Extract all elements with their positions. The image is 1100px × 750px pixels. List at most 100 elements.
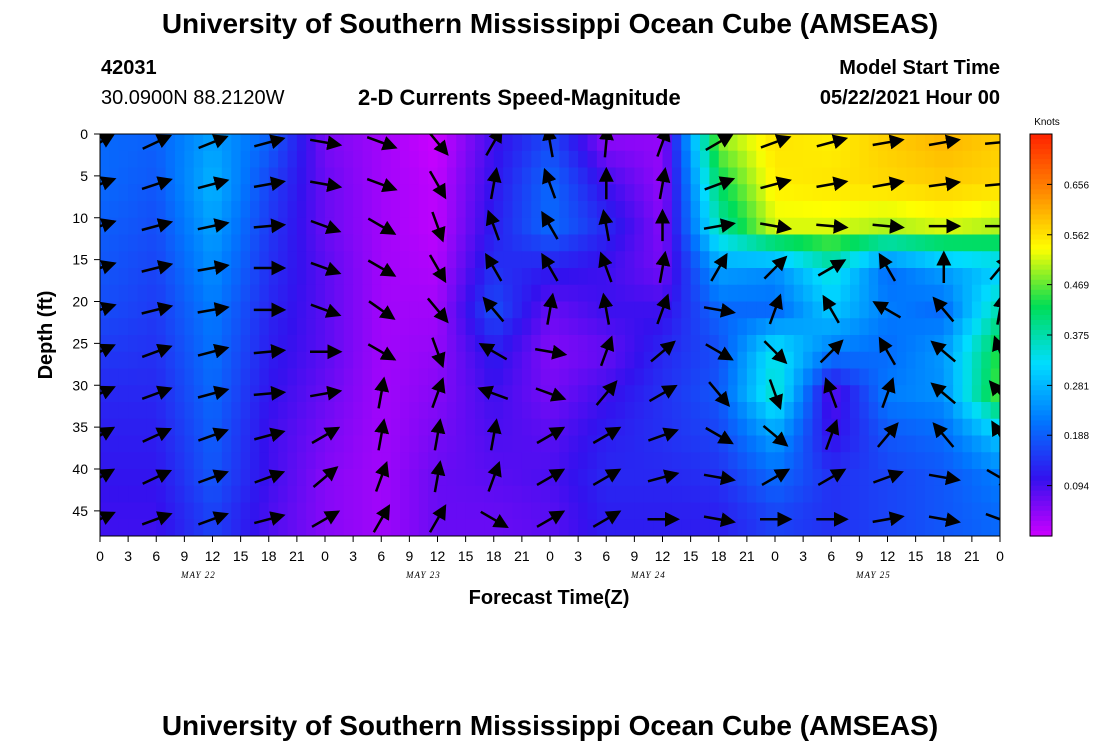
- heatmap-cell: [587, 502, 598, 520]
- heatmap-cell: [662, 519, 673, 536]
- heatmap-cell: [362, 502, 373, 520]
- heatmap-cell: [971, 284, 982, 303]
- heatmap-cell: [409, 452, 420, 470]
- heatmap-cell: [653, 418, 664, 437]
- heatmap-cell: [568, 435, 579, 453]
- heatmap-cell: [400, 150, 410, 169]
- colorbar-segment: [1030, 319, 1052, 326]
- heatmap-cell: [746, 268, 757, 286]
- heatmap-cell: [259, 318, 270, 336]
- heatmap-cell: [428, 368, 439, 386]
- heatmap-cell: [934, 318, 945, 336]
- heatmap-cell: [606, 402, 617, 420]
- heatmap-cell: [653, 351, 664, 370]
- colorbar-segment: [1030, 274, 1052, 281]
- heatmap-cell: [568, 234, 579, 252]
- heatmap-cell: [643, 268, 654, 286]
- heatmap-cell: [765, 301, 776, 319]
- heatmap-cell: [971, 301, 982, 319]
- heatmap-cell: [756, 519, 767, 536]
- heatmap-cell: [634, 452, 645, 470]
- heatmap-cell: [456, 301, 467, 319]
- heatmap-cell: [925, 502, 935, 520]
- heatmap-cell: [400, 251, 410, 269]
- heatmap-cell: [728, 418, 739, 437]
- heatmap-cell: [709, 351, 720, 370]
- heatmap-cell: [943, 452, 954, 470]
- heatmap-cell: [878, 150, 889, 169]
- heatmap-cell: [296, 201, 307, 219]
- heatmap-cell: [250, 234, 260, 252]
- heatmap-cell: [221, 184, 232, 202]
- heatmap-cell: [746, 167, 757, 185]
- current-vector-arrow: [881, 377, 896, 409]
- heatmap-cell: [784, 234, 795, 252]
- heatmap-cell: [371, 251, 382, 269]
- heatmap-cell: [184, 469, 195, 487]
- heatmap-cell: [962, 251, 973, 269]
- heatmap-cell: [643, 485, 654, 504]
- heatmap-cell: [371, 351, 382, 370]
- heatmap-cell: [193, 335, 204, 353]
- heatmap-cell: [915, 418, 926, 437]
- current-vector-arrow: [477, 385, 509, 400]
- heatmap-cell: [296, 234, 307, 252]
- heatmap-cell: [840, 134, 851, 152]
- heatmap-cell: [831, 368, 842, 386]
- heatmap-cell: [540, 284, 551, 303]
- heatmap-cell: [756, 201, 767, 219]
- heatmap-cell: [465, 268, 476, 286]
- heatmap-cell: [418, 469, 429, 487]
- heatmap-cell: [531, 452, 542, 470]
- heatmap-cell: [868, 469, 879, 487]
- heatmap-cell: [793, 184, 804, 202]
- heatmap-cell: [737, 234, 748, 252]
- heatmap-cell: [578, 284, 589, 303]
- colorbar-segment: [1030, 465, 1052, 472]
- heatmap-cell: [362, 385, 373, 403]
- x-tick-label: 12: [205, 548, 221, 564]
- heatmap-cell: [981, 150, 992, 169]
- heatmap-cell: [587, 301, 598, 319]
- colorbar-segment: [1030, 229, 1052, 236]
- heatmap-cell: [840, 485, 851, 504]
- heatmap-cell: [578, 150, 589, 169]
- heatmap-cell: [718, 368, 729, 386]
- heatmap-cell: [606, 435, 617, 453]
- heatmap-cell: [400, 284, 410, 303]
- heatmap-cell: [746, 201, 757, 219]
- heatmap-cell: [821, 519, 832, 536]
- heatmap-cell: [512, 435, 523, 453]
- heatmap-cell: [793, 402, 804, 420]
- heatmap-cell: [793, 268, 804, 286]
- heatmap-cell: [250, 251, 260, 269]
- heatmap-cell: [456, 502, 467, 520]
- heatmap-cell: [437, 284, 448, 303]
- heatmap-cell: [709, 167, 720, 185]
- colorbar-segment: [1030, 149, 1052, 155]
- heatmap-cell: [953, 368, 964, 386]
- heatmap-cell: [728, 502, 739, 520]
- heatmap-cell: [203, 452, 214, 470]
- heatmap-cell: [334, 301, 345, 319]
- heatmap-cell: [475, 351, 485, 370]
- heatmap-cell: [896, 402, 907, 420]
- heatmap-cell: [446, 502, 457, 520]
- heatmap-cell: [221, 502, 232, 520]
- heatmap-cell: [381, 435, 392, 453]
- heatmap-cell: [118, 318, 129, 336]
- heatmap-cell: [596, 435, 607, 453]
- heatmap-cell: [728, 301, 739, 319]
- heatmap-cell: [625, 335, 635, 353]
- heatmap-cell: [615, 318, 626, 336]
- heatmap-cell: [793, 284, 804, 303]
- heatmap-cell: [418, 251, 429, 269]
- heatmap-cell: [128, 150, 139, 169]
- current-vector-arrow: [312, 466, 339, 488]
- heatmap-cell: [175, 318, 185, 336]
- heatmap-cell: [709, 201, 720, 219]
- heatmap-cell: [878, 368, 889, 386]
- heatmap-cell: [146, 385, 157, 403]
- heatmap-cell: [221, 335, 232, 353]
- current-vector-arrow: [876, 422, 899, 448]
